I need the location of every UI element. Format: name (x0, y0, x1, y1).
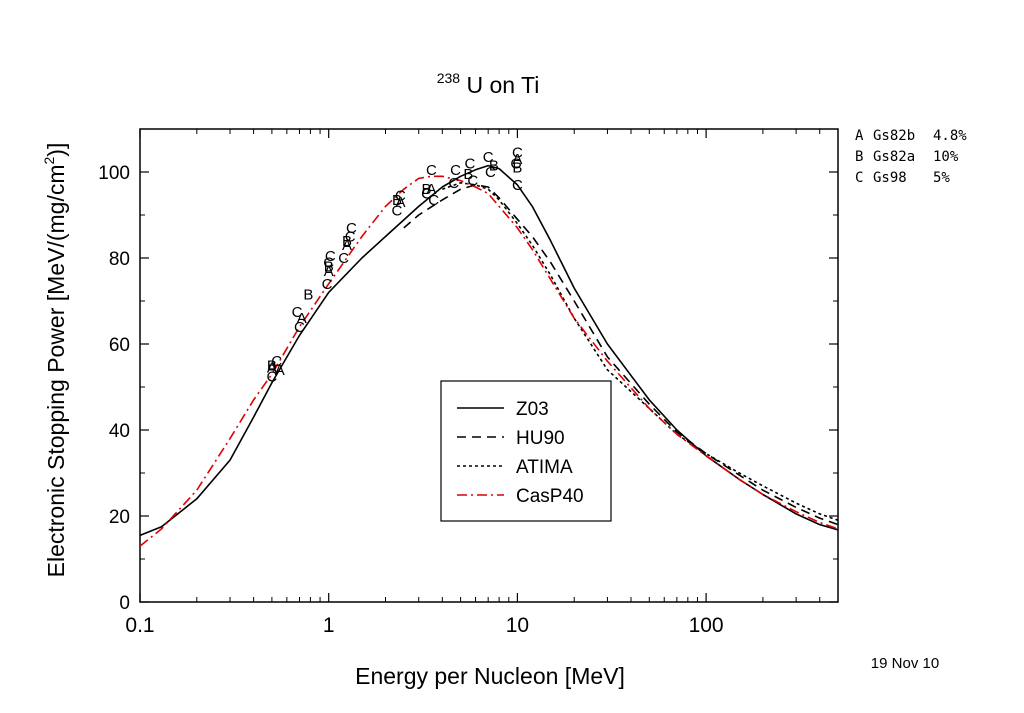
data-point-c: C (467, 173, 478, 190)
series-atima-line (442, 182, 839, 522)
y-tick-label: 60 (109, 335, 130, 356)
reference-uncertainty: 4.8% (933, 128, 967, 144)
chart-title: 238 U on Ti (437, 62, 540, 98)
y-tick-label: 0 (119, 593, 130, 614)
data-point-c: C (426, 162, 437, 179)
legend: Z03 HU90 ATIMA CasP40 (440, 380, 612, 522)
legend-label-hu90: HU90 (516, 428, 565, 449)
data-point-a: A (512, 151, 522, 168)
legend-box (440, 380, 612, 522)
x-tick-label: 1 (323, 614, 335, 637)
data-point-c: C (395, 188, 406, 205)
series-casp40-line (139, 175, 839, 547)
y-tick-label: 80 (109, 249, 130, 270)
x-axis-label: Energy per Nucleon [MeV] (355, 663, 625, 689)
reference-letter: B (855, 149, 863, 165)
data-point-c: C (483, 149, 494, 166)
data-point-a: A (324, 263, 334, 280)
axes: 0.1 1 10 100 0 20 40 60 80 100 (98, 129, 839, 637)
data-point-a: A (342, 237, 352, 254)
data-point-c: C (294, 319, 305, 336)
data-point-b: B (342, 233, 352, 250)
data-point-c: C (464, 155, 475, 172)
data-point-c: C (322, 276, 333, 293)
reference-source: Gs98 (873, 170, 907, 186)
title-superscript: 238 (437, 70, 461, 86)
data-point-c: C (512, 145, 523, 162)
data-point-c: C (428, 192, 439, 209)
data-point-c: C (345, 229, 356, 246)
data-point-c: C (292, 304, 303, 321)
series-hu90-line (403, 184, 839, 526)
legend-label-z03: Z03 (516, 399, 549, 420)
data-point-a: A (267, 360, 277, 377)
y-tick-label: 20 (109, 507, 130, 528)
data-point-a: A (426, 181, 436, 198)
data-point-c: C (266, 368, 277, 385)
x-tick-label: 0.1 (125, 614, 154, 637)
reference-uncertainty: 5% (933, 170, 950, 186)
data-point-c: C (448, 175, 459, 192)
data-point-c: C (450, 162, 461, 179)
legend-label-atima: ATIMA (516, 457, 573, 478)
references: A Gs82b 4.8% B Gs82a 10% C Gs98 5% (855, 128, 967, 186)
y-tick-label: 40 (109, 421, 130, 442)
data-point-b: B (489, 158, 499, 175)
data-point-b: B (303, 287, 313, 304)
plot-frame (139, 128, 839, 603)
y-label-main: Electronic Stopping Power [MeV/(mg/cm (43, 164, 69, 577)
data-point-c: C (338, 250, 349, 267)
data-point-c: C (512, 177, 523, 194)
data-point-b: B (324, 259, 334, 276)
y-axis-label: Electronic Stopping Power [MeV/(mg/cm2)] (41, 143, 69, 578)
x-tick-label: 10 (506, 614, 529, 637)
data-point-c: C (271, 353, 282, 370)
legend-label-casp40: CasP40 (516, 486, 584, 507)
reference-uncertainty: 10% (933, 149, 959, 165)
reference-source: Gs82a (873, 149, 915, 165)
data-point-b: B (422, 181, 432, 198)
data-point-c: C (346, 220, 357, 237)
data-point-c: C (510, 155, 521, 172)
y-label-end: )] (43, 143, 69, 157)
data-point-c: C (325, 248, 336, 265)
data-point-c: C (421, 186, 432, 203)
reference-letter: C (855, 170, 863, 186)
data-point-b: B (512, 160, 522, 177)
title-main: U on Ti (466, 72, 539, 98)
data-point-b: B (392, 192, 402, 209)
data-point-c: C (485, 164, 496, 181)
data-point-a: A (297, 310, 307, 327)
data-point-c: C (392, 203, 403, 220)
x-tick-label: 100 (689, 614, 724, 637)
reference-letter: A (855, 128, 864, 144)
data-point-a: A (275, 362, 285, 379)
y-label-sup: 2 (41, 156, 57, 164)
data-point-b: B (463, 166, 473, 183)
y-tick-label: 100 (98, 163, 130, 184)
date-stamp: 19 Nov 10 (871, 655, 939, 672)
data-point-b: B (267, 358, 277, 375)
data-point-c: C (323, 254, 334, 271)
reference-source: Gs82b (873, 128, 915, 144)
series-group (139, 164, 839, 547)
data-point-a: A (395, 194, 405, 211)
